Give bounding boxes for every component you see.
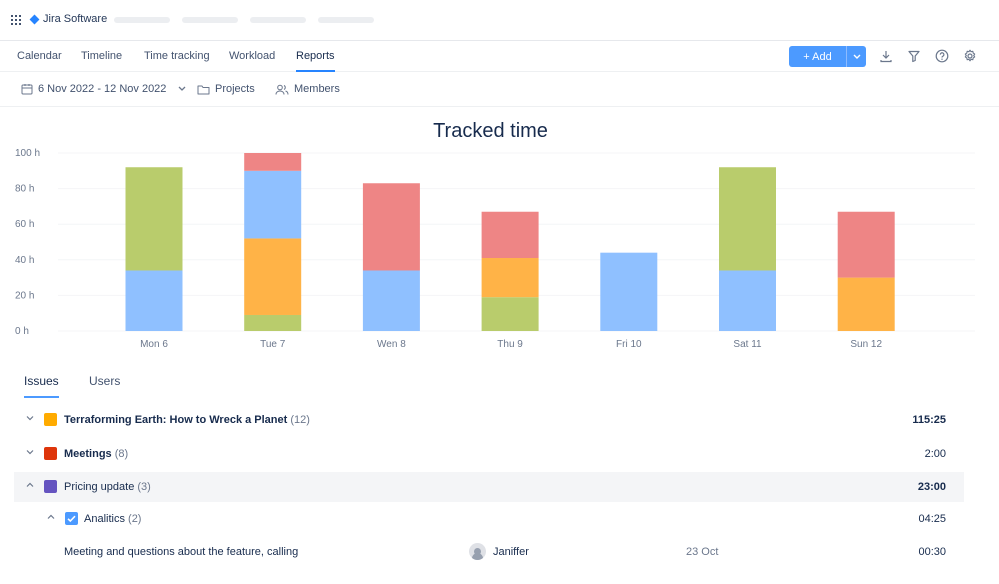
settings-icon[interactable] [963, 49, 977, 63]
issue-row-time: 04:25 [918, 513, 946, 525]
bar-segment[interactable] [600, 252, 658, 331]
x-tick-label: Mon 6 [140, 339, 168, 350]
issue-row-time: 23:00 [917, 481, 946, 493]
y-tick-label: 20 h [15, 290, 34, 301]
project-icon [44, 447, 57, 460]
bar-segment[interactable] [362, 270, 420, 331]
bar-segment[interactable] [719, 167, 776, 271]
x-tick-label: Thu 9 [497, 339, 523, 350]
filter-bar: 6 Nov 2022 - 12 Nov 2022 Projects Member… [0, 72, 999, 107]
projects-filter[interactable]: Projects [197, 83, 255, 95]
issue-row[interactable]: Analitics (2) 04:25 [14, 504, 964, 534]
y-tick-label: 100 h [15, 148, 40, 159]
y-tick-label: 80 h [15, 184, 34, 195]
y-tick-label: 0 h [15, 326, 29, 337]
jira-logo[interactable]: Jira Software [29, 13, 108, 25]
chevron-down-icon[interactable] [26, 448, 34, 456]
chevron-down-icon [853, 54, 860, 59]
nav-placeholder [182, 17, 238, 23]
issue-row-time: 2:00 [924, 448, 946, 460]
bar-segment[interactable] [481, 297, 539, 331]
x-tick-label: Sun 12 [850, 339, 882, 350]
tab-time-tracking[interactable]: Time tracking [144, 50, 210, 62]
tab-issues[interactable]: Issues [24, 374, 59, 398]
chevron-up-icon[interactable] [47, 513, 55, 521]
worklog-row[interactable]: Meeting and questions about the feature,… [14, 537, 964, 567]
bar-segment[interactable] [481, 258, 539, 298]
date-range-label: 6 Nov 2022 - 12 Nov 2022 [38, 83, 167, 95]
tab-workload[interactable]: Workload [229, 50, 276, 62]
worklog-user[interactable]: Janiffer [469, 543, 529, 560]
issue-row-label: Meetings (8) [64, 448, 129, 460]
y-tick-label: 60 h [15, 219, 34, 230]
worklog-date: 23 Oct [686, 546, 719, 558]
report-subtabs: Issues Users [0, 370, 999, 398]
chart-title: Tracked time [433, 120, 548, 142]
x-tick-label: Fri 10 [616, 339, 642, 350]
chevron-down-icon[interactable] [26, 414, 34, 422]
issue-row-time: 115:25 [912, 414, 946, 426]
chevron-down-icon [178, 86, 186, 91]
chevron-up-icon[interactable] [26, 481, 34, 489]
members-filter[interactable]: Members [275, 83, 340, 95]
members-icon [275, 84, 289, 95]
issue-row[interactable]: Terraforming Earth: How to Wreck a Plane… [14, 405, 964, 435]
bar-segment[interactable] [244, 238, 302, 315]
filter-icon[interactable] [907, 49, 921, 63]
issue-row[interactable]: Pricing update (3) 23:00 [14, 472, 964, 502]
app-name: Jira Software [43, 13, 108, 25]
tab-timeline[interactable]: Timeline [81, 50, 123, 62]
date-range-picker[interactable]: 6 Nov 2022 - 12 Nov 2022 [21, 83, 187, 95]
bar-segment[interactable] [244, 170, 302, 239]
nav-placeholder [114, 17, 170, 23]
tab-calendar[interactable]: Calendar [17, 50, 62, 62]
project-icon [44, 480, 57, 493]
projects-filter-label: Projects [215, 83, 255, 95]
x-tick-label: Tue 7 [260, 339, 286, 350]
add-button[interactable]: + Add [789, 46, 866, 67]
help-icon[interactable] [935, 49, 949, 63]
bar-segment[interactable] [125, 270, 183, 331]
issue-row[interactable]: Meetings (8) 2:00 [14, 439, 964, 469]
jira-logo-icon [29, 14, 40, 24]
worklog-time: 00:30 [918, 546, 946, 558]
issue-row-label: Terraforming Earth: How to Wreck a Plane… [64, 414, 310, 426]
nav-placeholder [318, 17, 374, 23]
bar-segment[interactable] [362, 183, 420, 271]
bar-segment[interactable] [125, 167, 183, 271]
avatar [469, 543, 486, 560]
worklog-description: Meeting and questions about the feature,… [64, 546, 299, 558]
add-dropdown-toggle[interactable] [846, 46, 866, 67]
tab-reports[interactable]: Reports [296, 50, 335, 72]
nav-placeholder [250, 17, 306, 23]
bar-segment[interactable] [244, 153, 302, 171]
x-tick-label: Sat 11 [733, 339, 762, 350]
members-filter-label: Members [294, 83, 340, 95]
issue-row-label: Analitics (2) [84, 513, 142, 525]
bar-segment[interactable] [719, 270, 776, 331]
app-switcher-icon[interactable] [11, 15, 21, 25]
view-tabs: Calendar Timeline Time tracking Workload… [0, 41, 999, 72]
bar-segment[interactable] [837, 277, 895, 331]
bar-segment[interactable] [244, 314, 302, 331]
issue-row-label: Pricing update (3) [64, 481, 151, 493]
x-tick-label: Wen 8 [377, 339, 406, 350]
top-bar: Jira Software [0, 0, 999, 41]
project-icon [44, 413, 57, 426]
bar-segment[interactable] [837, 211, 895, 278]
tab-users[interactable]: Users [89, 374, 121, 388]
checkbox-icon [65, 512, 78, 525]
tracked-time-chart: 100 h 80 h 60 h 40 h 20 h 0 h Mon 6 Tue 7 Wen 8… [15, 148, 975, 350]
download-icon[interactable] [879, 49, 893, 63]
y-tick-label: 40 h [15, 255, 34, 266]
bar-segment[interactable] [481, 211, 539, 259]
add-button-label[interactable]: + Add [803, 50, 832, 63]
calendar-icon [21, 84, 33, 95]
worklog-user-name: Janiffer [493, 545, 529, 558]
folder-icon [197, 85, 210, 94]
